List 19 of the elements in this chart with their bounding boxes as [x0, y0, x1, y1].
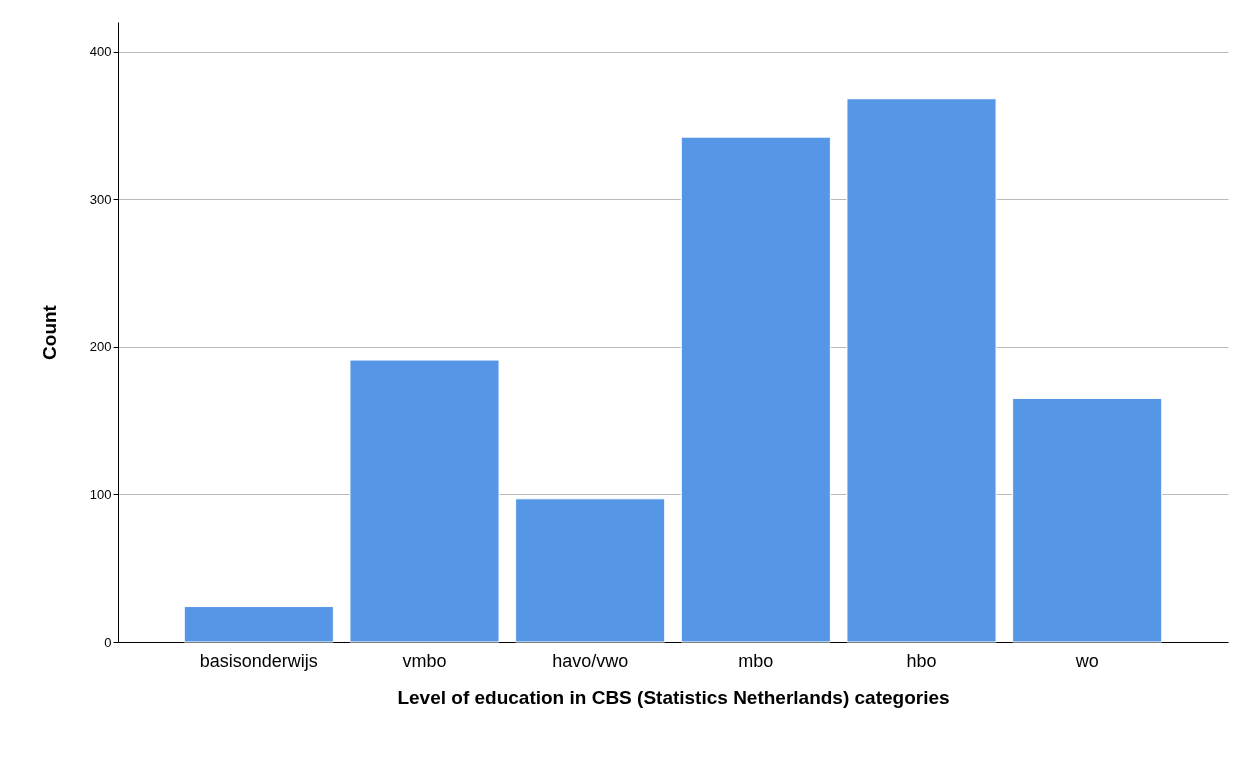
x-tick-label: havo/vwo — [552, 650, 629, 671]
y-tick-label: 100 — [89, 486, 112, 502]
y-tick-label: 300 — [89, 191, 112, 207]
x-tick-label: vmbo — [402, 650, 447, 671]
bar — [1012, 397, 1163, 643]
y-axis-title: Count — [38, 304, 60, 360]
x-tick-label: hbo — [906, 650, 937, 671]
y-tick-label: 0 — [104, 634, 112, 650]
bar — [183, 606, 334, 643]
bar — [515, 498, 666, 643]
bar — [680, 136, 831, 643]
bar — [349, 359, 500, 643]
x-tick-label: basisonderwijs — [199, 650, 318, 671]
y-tick-label: 200 — [89, 339, 112, 355]
bar — [846, 98, 997, 643]
y-tick-label: 400 — [89, 44, 112, 60]
x-axis-title: Level of education in CBS (Statistics Netherlands) categories — [397, 686, 950, 708]
x-tick-label: mbo — [738, 650, 774, 671]
x-tick-label: wo — [1074, 650, 1099, 671]
